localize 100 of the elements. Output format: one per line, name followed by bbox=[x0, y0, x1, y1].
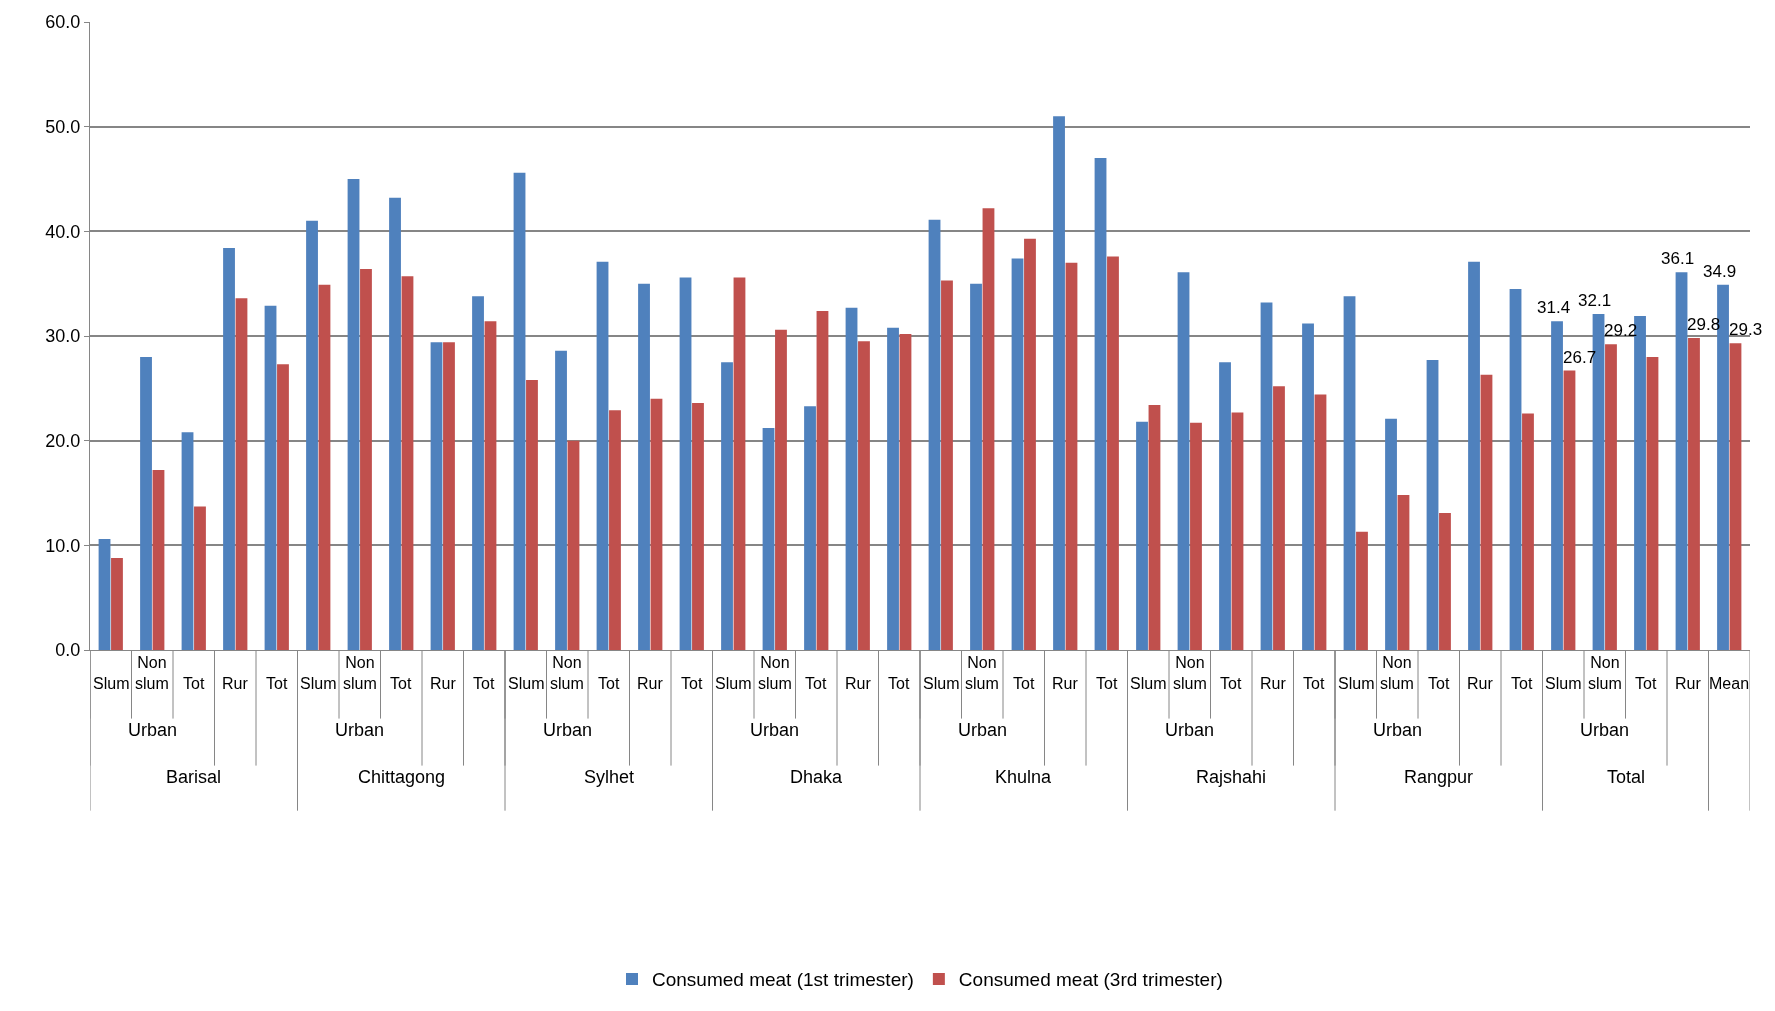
bar bbox=[858, 341, 870, 650]
bar bbox=[941, 280, 953, 650]
x-tick-label: Slum bbox=[1130, 675, 1167, 692]
bar bbox=[1024, 238, 1036, 650]
bar bbox=[762, 428, 775, 650]
bar bbox=[1136, 421, 1148, 650]
x-tick-label: Slum bbox=[715, 675, 752, 692]
bar bbox=[1273, 386, 1285, 650]
x-tick-label: Tot bbox=[1428, 675, 1450, 692]
x-tick-label: Non slum bbox=[343, 654, 377, 692]
bar bbox=[928, 219, 941, 650]
bar bbox=[650, 398, 663, 650]
bar bbox=[526, 379, 538, 650]
x-tick-label: Tot bbox=[1511, 675, 1533, 692]
bar bbox=[1729, 343, 1742, 650]
bar bbox=[567, 440, 580, 650]
bar bbox=[692, 402, 704, 650]
bar bbox=[982, 208, 995, 650]
text: Urban bbox=[1373, 720, 1423, 740]
bar bbox=[152, 469, 165, 650]
x-tick-label: Slum bbox=[1338, 675, 1375, 692]
x-tick-label: Non slum bbox=[758, 654, 792, 692]
x-tick-label: Tot bbox=[473, 675, 495, 692]
bar bbox=[1605, 344, 1617, 650]
bar bbox=[235, 298, 248, 650]
data-label: 32.1 bbox=[1578, 291, 1612, 310]
bar bbox=[1190, 422, 1202, 650]
bar bbox=[430, 342, 443, 650]
bar bbox=[1688, 338, 1700, 650]
x-tick-label: Non slum bbox=[1173, 654, 1207, 692]
bar bbox=[1426, 360, 1439, 650]
bar bbox=[1053, 116, 1065, 650]
x-tick-label: Tot bbox=[805, 675, 827, 692]
text: Barisal bbox=[166, 767, 222, 787]
bar bbox=[1480, 374, 1493, 650]
bar bbox=[721, 362, 733, 650]
x-tick-label: Tot bbox=[681, 675, 703, 692]
x-tick-label: Tot bbox=[598, 675, 620, 692]
bar bbox=[264, 305, 277, 650]
x-tick-label: Rur bbox=[430, 675, 457, 692]
bar bbox=[223, 248, 235, 650]
bar bbox=[775, 329, 787, 650]
bar bbox=[1219, 362, 1231, 650]
y-tick-label: 40.0 bbox=[45, 221, 81, 242]
x-tick-label: Tot bbox=[888, 675, 910, 692]
bar bbox=[1260, 302, 1273, 650]
bar bbox=[1314, 394, 1327, 650]
text: Urban bbox=[750, 720, 800, 740]
bar bbox=[970, 283, 982, 650]
bar bbox=[472, 296, 484, 650]
bar bbox=[1551, 321, 1563, 650]
bar bbox=[513, 172, 526, 650]
text: Urban bbox=[1580, 720, 1630, 740]
x-tick-label: Slum bbox=[923, 675, 960, 692]
x-tick-label: Tot bbox=[390, 675, 412, 692]
bar bbox=[484, 321, 497, 650]
y-tick-label: 30.0 bbox=[45, 326, 81, 347]
bar bbox=[733, 277, 746, 650]
text: Total bbox=[1607, 767, 1646, 787]
bar bbox=[887, 327, 899, 650]
bar bbox=[1397, 495, 1410, 650]
bar bbox=[1646, 356, 1659, 650]
bar bbox=[194, 506, 206, 650]
bar bbox=[1011, 258, 1024, 650]
bar bbox=[816, 310, 829, 650]
bar bbox=[1302, 323, 1314, 650]
bar bbox=[1439, 512, 1451, 650]
bar bbox=[1231, 412, 1244, 650]
x-tick-label: Tot bbox=[183, 675, 205, 692]
bar bbox=[347, 179, 360, 650]
x-tick-label: Tot bbox=[1635, 675, 1657, 692]
bar bbox=[1675, 272, 1688, 650]
bar bbox=[609, 410, 621, 650]
x-tick-label: Slum bbox=[300, 675, 337, 692]
x-tick-label: Slum bbox=[93, 675, 130, 692]
bar bbox=[555, 350, 567, 650]
bar bbox=[845, 307, 858, 650]
x-tick-label: Non slum bbox=[135, 654, 169, 692]
x-tick-label: Tot bbox=[1220, 675, 1242, 692]
y-tick-label: 20.0 bbox=[45, 430, 81, 451]
x-tick-label: Rur bbox=[1675, 675, 1702, 692]
text: Rajshahi bbox=[1196, 767, 1267, 787]
bar bbox=[111, 557, 123, 650]
x-tick-label: Tot bbox=[266, 675, 288, 692]
bar bbox=[596, 261, 609, 650]
x-tick-label: Slum bbox=[1545, 675, 1582, 692]
text: Sylhet bbox=[584, 767, 635, 787]
x-tick-label: Tot bbox=[1303, 675, 1325, 692]
x-tick-label: Tot bbox=[1096, 675, 1118, 692]
text: Khulna bbox=[995, 767, 1053, 787]
bar bbox=[98, 539, 111, 650]
text: Rangpur bbox=[1404, 767, 1474, 787]
data-label: 36.1 bbox=[1661, 249, 1695, 268]
x-tick-label: Non slum bbox=[550, 654, 584, 692]
text: Chittagong bbox=[358, 767, 446, 787]
x-tick-label: Non slum bbox=[965, 654, 999, 692]
bar bbox=[1065, 262, 1078, 650]
bar bbox=[277, 364, 289, 650]
legend-label: Consumed meat (3rd trimester) bbox=[958, 969, 1223, 991]
x-tick-label: Tot bbox=[1013, 675, 1035, 692]
